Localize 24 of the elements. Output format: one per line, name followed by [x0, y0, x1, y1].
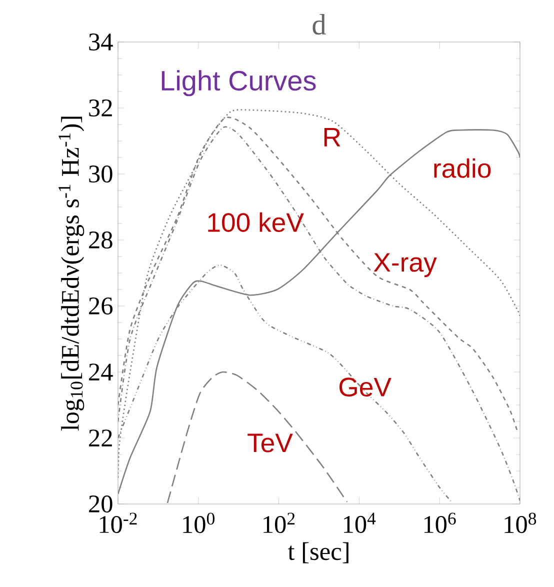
y-tick-label: 30: [89, 165, 112, 183]
x-tick-label: 10$^{2}$: [264, 512, 295, 534]
y-tick-label: 24: [89, 364, 113, 380]
x-tick-label: 10$^{0}$: [183, 512, 214, 534]
x-tick-label: 10$^{6}$: [424, 512, 456, 534]
y-tick-label: 32: [89, 99, 112, 117]
y-tick-label: 22: [89, 430, 112, 446]
x-tick-label: 10$^{4}$: [344, 512, 376, 533]
x-tick-label: 10$^{8}$: [504, 512, 536, 534]
x-tick-label: 10$^{-2}$: [100, 512, 137, 534]
y-tick-label: 20: [89, 495, 112, 513]
text: Light Curves: [162, 70, 316, 96]
y-axis-title: log$_{10}$[dE/dtdEdν(ergs s$^{-1}$ Hz$^{-1}$)]: [58, 116, 84, 431]
annotation: R: [324, 128, 340, 146]
annotation: TeV: [248, 434, 293, 452]
annotation: 100 keV: [208, 212, 304, 232]
annotation: radio: [434, 158, 491, 178]
x-axis-title: t [sec]: [288, 542, 348, 564]
y-tick-label: 26: [89, 297, 113, 315]
annotation: X-ray: [374, 253, 437, 278]
y-tick-label: 28: [89, 231, 112, 249]
chart-title: d: [312, 14, 326, 35]
annotation: GeV: [339, 378, 392, 397]
y-tick-label: 34: [89, 34, 113, 51]
